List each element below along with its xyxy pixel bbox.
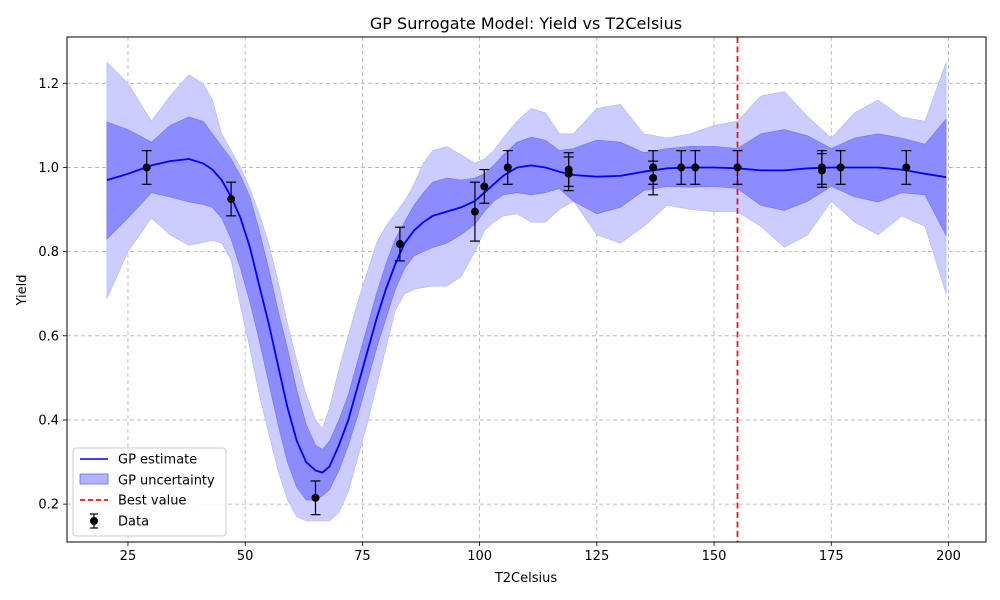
- data-marker: [677, 163, 686, 172]
- legend-swatch-data: [90, 513, 98, 529]
- data-marker: [503, 163, 512, 172]
- data-point: [901, 150, 912, 185]
- data-point: [732, 150, 743, 185]
- plot-frame: [66, 36, 987, 543]
- data-marker: [395, 240, 404, 249]
- mean-line-group: [106, 158, 947, 474]
- data-point: [502, 150, 513, 185]
- data-marker: [649, 173, 658, 182]
- data-point: [835, 150, 846, 185]
- legend-label-gp-uncertainty: GP uncertainty: [118, 474, 215, 489]
- y-tick-label: 0.2: [38, 498, 59, 513]
- data-marker: [480, 182, 489, 191]
- legend-label-best-value: Best value: [118, 494, 186, 509]
- y-tick-label: 1.0: [38, 161, 59, 176]
- chart-title: GP Surrogate Model: Yield vs T2Celsius: [370, 14, 682, 33]
- y-tick-label: 0.6: [38, 329, 59, 344]
- data-point: [394, 226, 405, 262]
- data-marker: [836, 163, 845, 172]
- y-tick-label: 1.2: [38, 77, 59, 92]
- legend-swatch-gp-uncertainty: [79, 473, 109, 485]
- x-tick-label: 50: [237, 549, 254, 564]
- data-point: [226, 181, 237, 217]
- x-tick-label: 100: [467, 549, 492, 564]
- y-axis: 0.2 0.4 0.6 0.8 1.0 1.2: [38, 77, 67, 513]
- data-marker: [817, 166, 826, 175]
- data-point: [563, 156, 574, 192]
- data-point: [816, 152, 827, 188]
- y-axis-label: Yield: [15, 275, 30, 307]
- data-point: [141, 150, 152, 185]
- x-axis: 25 50 75 100 125 150 175 200: [120, 542, 961, 564]
- data-point: [310, 480, 321, 516]
- x-tick-label: 200: [936, 549, 961, 564]
- gp-estimate-line: [106, 158, 947, 474]
- data-marker: [470, 207, 479, 216]
- uncertainty-bands: [106, 61, 947, 522]
- legend: GP estimate GP uncertainty Best value Da…: [72, 447, 227, 537]
- x-tick-label: 175: [819, 549, 844, 564]
- y-tick-label: 0.8: [38, 245, 59, 260]
- data-point: [690, 150, 701, 185]
- uncertainty-band-inner: [106, 116, 947, 501]
- data-point: [676, 150, 687, 185]
- x-tick-label: 125: [584, 549, 609, 564]
- legend-box: [72, 447, 227, 537]
- data-marker: [564, 169, 573, 178]
- x-tick-label: 75: [354, 549, 371, 564]
- data-marker: [142, 163, 151, 172]
- x-tick-label: 25: [120, 549, 137, 564]
- data-marker: [691, 163, 700, 172]
- x-tick-label: 150: [702, 549, 727, 564]
- data-point: [479, 168, 490, 204]
- data-point: [648, 160, 659, 196]
- uncertainty-band-outer: [106, 61, 947, 522]
- data-point: [469, 181, 480, 242]
- y-tick-label: 0.4: [38, 413, 59, 428]
- legend-label-gp-estimate: GP estimate: [118, 453, 197, 468]
- x-axis-label: T2Celsius: [494, 571, 558, 586]
- data-points: [141, 150, 912, 516]
- data-marker: [902, 163, 911, 172]
- data-marker: [311, 493, 320, 502]
- legend-label-data: Data: [118, 515, 149, 530]
- data-marker: [227, 195, 236, 204]
- data-marker: [733, 163, 742, 172]
